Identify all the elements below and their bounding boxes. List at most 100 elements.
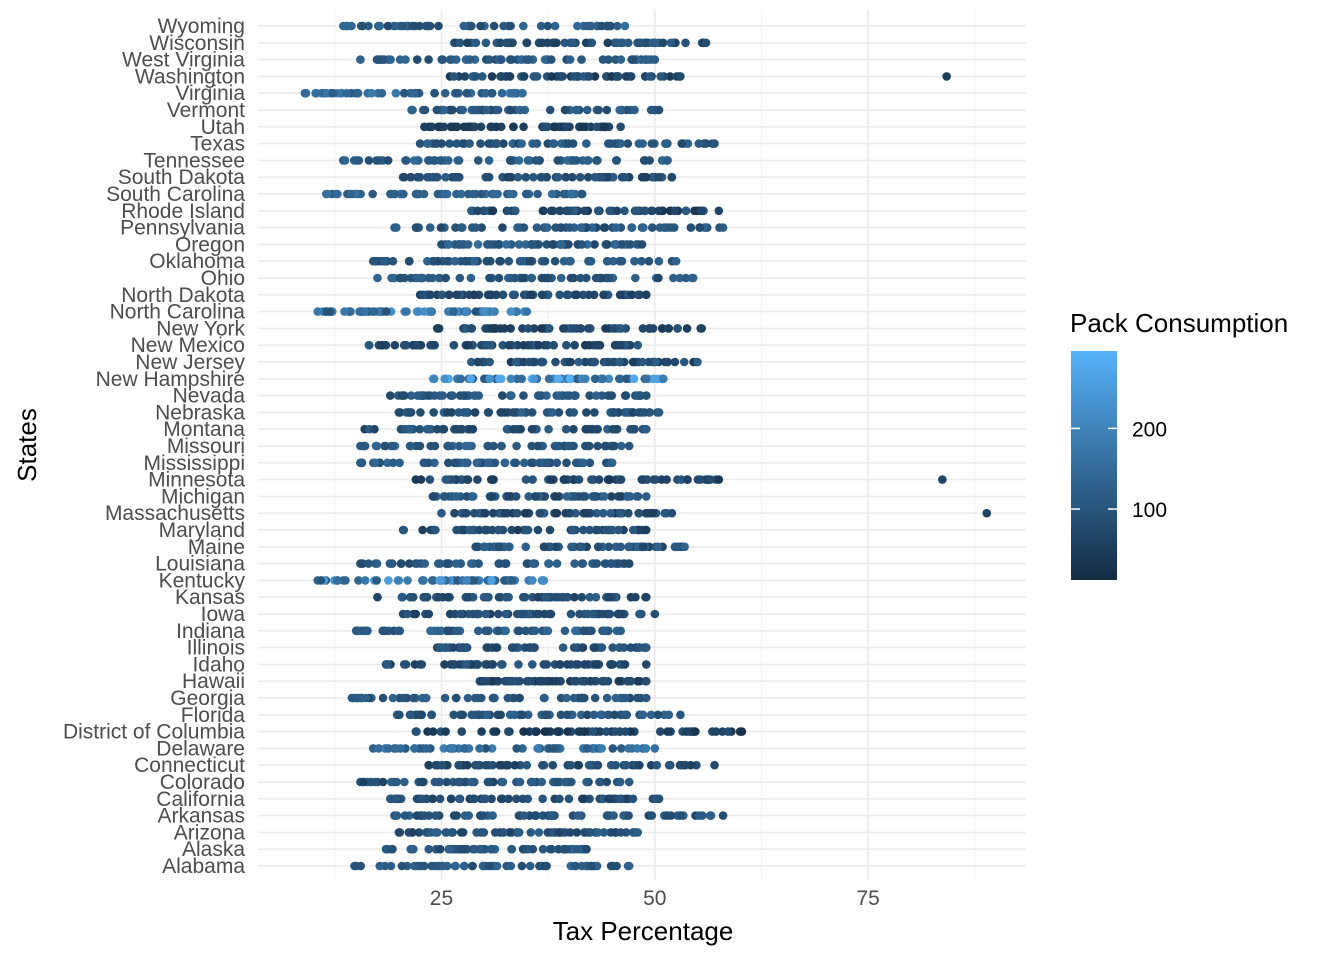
y-tick-label: Oregon	[175, 233, 245, 256]
data-point	[465, 525, 474, 535]
data-point	[631, 206, 641, 216]
data-point	[454, 777, 464, 787]
data-point	[455, 794, 464, 804]
data-point	[543, 21, 553, 31]
data-point	[583, 324, 593, 333]
y-tick-label: Hawaii	[182, 670, 245, 693]
data-point	[509, 122, 518, 132]
data-point	[602, 105, 612, 115]
data-point	[370, 458, 380, 468]
data-point	[493, 609, 503, 619]
data-point	[455, 660, 464, 669]
data-point	[461, 660, 471, 669]
data-point	[577, 542, 586, 552]
data-point	[637, 172, 647, 182]
data-point	[571, 105, 581, 115]
data-point	[514, 240, 524, 249]
data-point	[369, 307, 379, 316]
y-tick-label: District of Columbia	[63, 721, 245, 744]
data-point	[467, 777, 476, 787]
data-point	[641, 592, 651, 602]
data-point	[597, 710, 607, 720]
data-point	[602, 727, 611, 736]
data-point	[595, 777, 604, 787]
data-point	[469, 290, 479, 300]
y-tick-label: Kansas	[175, 586, 245, 609]
data-point	[495, 760, 505, 770]
data-point	[598, 508, 608, 518]
data-point	[497, 441, 506, 451]
data-point	[538, 760, 547, 770]
data-point	[455, 240, 465, 249]
data-point	[530, 626, 540, 636]
y-tick-label: Wyoming	[158, 15, 245, 38]
data-point	[493, 105, 503, 115]
data-point	[372, 156, 381, 165]
data-point	[452, 88, 461, 98]
data-point	[528, 660, 537, 669]
x-tick-label: 50	[643, 887, 666, 910]
y-tick-label: Alaska	[182, 838, 245, 861]
data-point	[563, 727, 573, 736]
data-point	[714, 206, 724, 216]
data-point	[570, 592, 579, 602]
data-point	[664, 710, 674, 720]
data-point	[505, 72, 515, 81]
data-point	[677, 139, 687, 148]
data-point	[505, 156, 515, 165]
data-point	[673, 324, 682, 333]
y-tick-label: Georgia	[170, 687, 245, 710]
y-tick-label: Maryland	[159, 519, 245, 542]
data-point	[452, 811, 461, 820]
data-point	[582, 844, 591, 854]
data-point	[586, 861, 596, 871]
data-point	[462, 592, 472, 602]
data-point	[433, 172, 442, 182]
data-point	[620, 391, 630, 400]
data-point	[480, 542, 489, 552]
data-point	[443, 156, 453, 165]
y-tick-label: Missouri	[167, 435, 245, 458]
data-point	[494, 273, 504, 283]
data-point	[497, 391, 507, 400]
data-point	[362, 626, 372, 636]
y-tick-label: Nebraska	[155, 401, 245, 424]
data-point	[528, 777, 537, 787]
data-point	[710, 139, 719, 148]
data-point	[477, 340, 486, 350]
data-point	[561, 844, 570, 854]
data-point	[485, 55, 494, 64]
data-point	[578, 492, 588, 501]
data-point	[360, 576, 370, 585]
data-point	[571, 458, 581, 468]
data-point	[528, 559, 538, 568]
data-point	[399, 340, 409, 350]
data-point	[442, 256, 452, 266]
data-point	[519, 340, 528, 350]
data-point	[660, 508, 670, 518]
data-point	[490, 828, 500, 837]
data-point	[417, 777, 427, 787]
data-point	[423, 424, 433, 434]
y-tick-label: North Dakota	[121, 284, 245, 307]
data-point	[456, 223, 466, 232]
data-point	[540, 693, 549, 703]
data-point	[454, 172, 464, 182]
data-point	[610, 710, 619, 720]
data-point	[565, 828, 575, 837]
data-point	[670, 206, 680, 216]
data-point	[571, 508, 580, 518]
data-point	[465, 55, 475, 64]
data-point	[578, 794, 587, 804]
data-point	[634, 760, 644, 770]
data-point	[602, 256, 612, 266]
data-point	[982, 508, 992, 518]
data-point	[654, 794, 664, 804]
data-point	[415, 441, 425, 451]
data-point	[396, 744, 405, 753]
y-tick-label: Ohio	[201, 267, 245, 290]
data-point	[565, 374, 575, 384]
y-tick-label: Vermont	[167, 99, 245, 122]
data-point	[513, 828, 522, 837]
data-point	[520, 105, 530, 115]
